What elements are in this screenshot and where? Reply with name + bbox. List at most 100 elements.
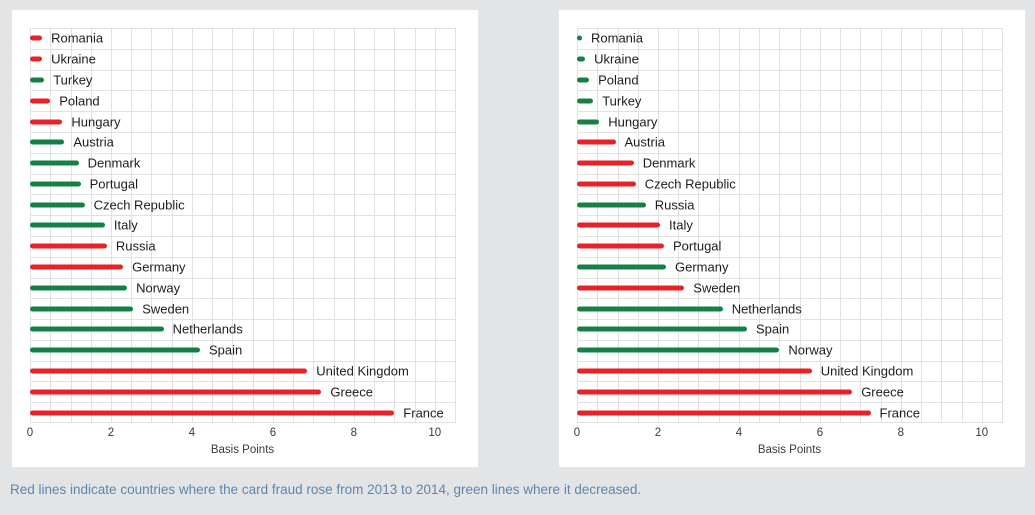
- country-label: Ukraine: [51, 51, 96, 67]
- gridline-vertical: [1002, 28, 1003, 423]
- fraud-bar: [577, 56, 586, 62]
- country-label: Italy: [113, 217, 138, 233]
- gridline-vertical: [880, 28, 882, 423]
- x-axis-tick-label: 6: [816, 427, 824, 439]
- country-label: United Kingdom: [820, 363, 914, 379]
- gridline-vertical: [840, 28, 842, 423]
- gridline-horizontal: [577, 28, 1002, 29]
- gridline-horizontal: [577, 48, 1002, 50]
- gridline-vertical: [860, 28, 862, 423]
- x-axis-tick-label: 8: [897, 427, 904, 439]
- fraud-bar: [30, 35, 43, 41]
- gridline-horizontal: [30, 215, 455, 217]
- gridline-horizontal: [577, 298, 1002, 300]
- gridline-horizontal: [30, 48, 455, 50]
- fraud-bar: [30, 56, 43, 62]
- chart-row: Ukraine: [30, 49, 455, 70]
- gridline-vertical: [171, 28, 173, 423]
- gridline-vertical: [819, 28, 821, 423]
- gridline-vertical: [313, 28, 315, 423]
- fraud-bar: [577, 285, 685, 291]
- gridline-vertical: [212, 28, 214, 423]
- chart-row: Czech Republic: [30, 194, 455, 215]
- country-label: Portugal: [673, 238, 722, 254]
- gridline-horizontal: [577, 339, 1002, 341]
- x-axis-tick-label: 4: [188, 427, 196, 439]
- fraud-bar: [30, 77, 45, 83]
- gridline-vertical: [759, 28, 761, 423]
- gridline-horizontal: [577, 381, 1002, 383]
- x-axis-ticks: 0 2 4 6 8 10: [573, 427, 1002, 441]
- chart-row: Portugal: [30, 174, 455, 195]
- gridline-horizontal: [30, 111, 455, 113]
- gridline-horizontal: [577, 360, 1002, 362]
- x-axis-ticks: 0 2 4 6 8 10: [26, 427, 455, 441]
- fraud-bar: [577, 160, 634, 166]
- gridline-horizontal: [30, 28, 455, 29]
- gridline-vertical: [111, 28, 112, 423]
- fraud-bar: [577, 264, 666, 270]
- fraud-bar: [30, 98, 51, 104]
- plot-area: Romania Ukraine Turkey Poland Hungary Austria…: [30, 28, 456, 423]
- country-label: Romania: [51, 30, 104, 46]
- plot-area: Romania Ukraine Poland Turkey Hungary Austria…: [577, 28, 1003, 423]
- country-label: Denmark: [642, 155, 696, 171]
- chart-row: Greece: [577, 381, 1002, 402]
- x-axis-tick-label: 6: [269, 427, 277, 439]
- x-axis-title: Basis Points: [210, 444, 275, 456]
- gridline-horizontal: [30, 339, 455, 341]
- chart-row: Sweden: [30, 298, 455, 319]
- gridline-horizontal: [577, 69, 1002, 71]
- gridline-horizontal: [577, 152, 1002, 154]
- fraud-bar: [577, 222, 660, 228]
- country-label: Poland: [59, 93, 100, 109]
- country-label: Turkey: [53, 72, 93, 88]
- chart-row: Ukraine: [577, 49, 1002, 70]
- chart-row: Germany: [30, 257, 455, 278]
- country-label: Sweden: [693, 280, 741, 296]
- country-label: Austria: [73, 134, 114, 150]
- gridline-horizontal: [30, 90, 455, 92]
- fraud-bar: [577, 389, 853, 395]
- fraud-bar: [577, 119, 600, 125]
- country-label: Denmark: [87, 155, 141, 171]
- country-label: Turkey: [602, 93, 642, 109]
- fraud-bar: [577, 306, 723, 312]
- gridline-vertical: [191, 28, 193, 423]
- country-label: Czech Republic: [644, 176, 736, 192]
- fraud-bar: [30, 222, 105, 228]
- fraud-bar: [577, 202, 646, 208]
- gridline-vertical: [799, 28, 801, 423]
- chart-row: Romania: [577, 28, 1002, 49]
- gridline-horizontal: [577, 256, 1002, 258]
- country-label: Portugal: [89, 176, 139, 192]
- x-axis-tick-label: 0: [26, 427, 34, 439]
- caption: Red lines indicate countries where the c…: [10, 482, 642, 497]
- gridline-horizontal: [30, 194, 455, 196]
- x-axis-title: Basis Points: [757, 444, 822, 456]
- gridline-vertical: [394, 28, 396, 423]
- chart-panel-right: Romania Ukraine Poland Turkey Hungary Austria…: [559, 10, 1025, 467]
- country-label: Austria: [624, 134, 665, 150]
- country-label: Czech Republic: [93, 197, 185, 213]
- gridline-vertical: [941, 28, 943, 423]
- gridline-vertical: [151, 28, 153, 423]
- chart-row: Hungary: [30, 111, 455, 132]
- gridline-vertical: [293, 28, 295, 423]
- fraud-bar: [30, 285, 128, 291]
- country-label: Netherlands: [731, 301, 802, 317]
- gridline-horizontal: [30, 235, 455, 237]
- gridline-horizontal: [577, 277, 1002, 279]
- fraud-bar: [577, 368, 812, 374]
- fraud-bar: [30, 160, 79, 166]
- chart-row: United Kingdom: [30, 361, 455, 382]
- gridline-horizontal: [577, 235, 1002, 237]
- x-axis-tick-label: 8: [350, 427, 357, 439]
- x-axis-tick-label: 0: [573, 427, 581, 439]
- gridline-horizontal: [577, 194, 1002, 196]
- country-label: Spain: [756, 321, 790, 337]
- chart-row: Austria: [577, 132, 1002, 153]
- country-label: United Kingdom: [316, 363, 409, 379]
- fraud-bar: [577, 326, 747, 332]
